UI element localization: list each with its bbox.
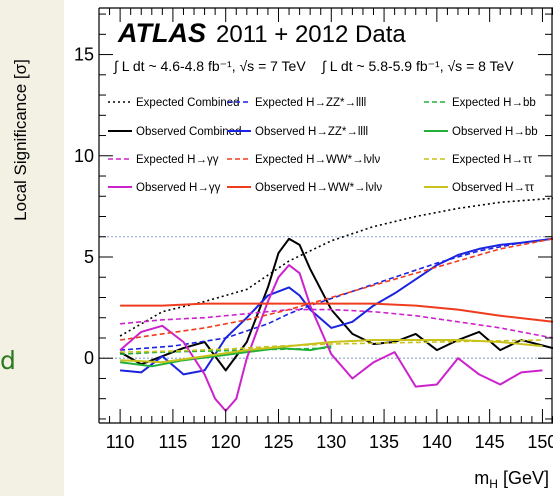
y-axis-label: Local Significance [σ] xyxy=(11,59,30,221)
axis-ticks xyxy=(98,8,553,423)
atlas-header: ATLAS 2011 + 2012 Data ∫ L dt ~ 4.6-4.8 … xyxy=(113,18,514,74)
legend: Expected Combined Expected H→ZZ*→llll Expe… xyxy=(108,97,538,194)
series-line-expected-h xyxy=(120,308,553,339)
lumi-7tev: ∫ L dt ~ 4.6-4.8 fb⁻¹, √s = 7 TeV xyxy=(113,58,306,74)
series-line-observed-h-zz-llll xyxy=(120,237,553,376)
y-tick-label: 10 xyxy=(74,146,94,166)
legend-label: Expected H→ττ xyxy=(452,154,532,166)
data-label: 2011 + 2012 Data xyxy=(216,21,406,48)
series-line-observed-h-bb xyxy=(119,345,332,368)
x-tick-label: 115 xyxy=(159,432,188,452)
legend-label: Expected H→γγ xyxy=(136,154,219,166)
atlas-brand: ATLAS xyxy=(117,18,206,48)
x-tick-label: 125 xyxy=(263,432,293,452)
legend-label: Expected H→bb xyxy=(452,97,536,109)
y-tick-label: 15 xyxy=(74,45,94,65)
x-tick-label: 150 xyxy=(527,432,553,452)
series-line-observed-combined xyxy=(119,237,553,372)
legend-label: Observed H→ττ xyxy=(452,182,534,194)
legend-label: Observed Combined xyxy=(136,126,241,138)
legend-label: Observed H→WW*→lνlν xyxy=(255,182,382,194)
legend-label: Observed H→ZZ*→llll xyxy=(255,126,368,138)
series-layer xyxy=(119,197,553,412)
legend-label: Expected H→ZZ*→llll xyxy=(255,97,366,109)
legend-label: Expected H→WW*→lνlν xyxy=(255,154,380,166)
legend-label: Observed H→γγ xyxy=(136,182,221,194)
lumi-8tev: ∫ L dt ~ 5.8-5.9 fb⁻¹, √s = 8 TeV xyxy=(321,58,514,74)
series-line-observed-h xyxy=(120,339,543,364)
side-text-fragment: d xyxy=(0,346,14,375)
plot-frame xyxy=(98,7,553,424)
x-tick-label: 110 xyxy=(106,432,135,452)
series-line-expected-h-ww-l-l xyxy=(119,238,553,341)
tick-labels: 110 115 120 125 130 135 140 145 150 0 5 10 15 xyxy=(74,45,553,452)
x-axis-label: mH [GeV] xyxy=(474,468,549,491)
legend-label: Observed H→bb xyxy=(452,126,538,138)
x-tick-label: 135 xyxy=(369,432,399,452)
x-tick-label: 145 xyxy=(475,432,505,452)
x-tick-label: 140 xyxy=(422,432,452,452)
series-line-expected-h-zz-llll xyxy=(120,238,553,351)
x-tick-label: 120 xyxy=(211,432,241,452)
legend-label: Expected Combined xyxy=(136,97,240,109)
y-tick-label: 0 xyxy=(84,348,94,368)
x-tick-label: 130 xyxy=(316,432,346,452)
figure-background xyxy=(64,0,553,496)
series-line-observed-h xyxy=(119,264,543,412)
series-line-observed-h-ww-l-l xyxy=(120,302,553,323)
y-tick-label: 5 xyxy=(84,247,94,267)
